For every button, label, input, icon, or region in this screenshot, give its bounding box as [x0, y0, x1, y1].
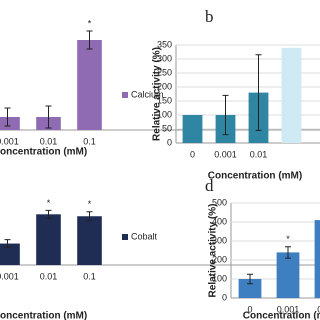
significance: *: [88, 18, 92, 28]
x-tick-label: 0.001: [0, 271, 19, 281]
x-tick-label: 0.1: [83, 271, 96, 281]
x-tick-label: 0.01: [40, 271, 58, 281]
y-tick-label: 50: [162, 123, 172, 133]
y-tick-label: 200: [157, 81, 172, 91]
x-tick-label: 0.01: [317, 304, 320, 314]
bar: [182, 115, 203, 143]
y-tick-label: 300: [157, 53, 172, 63]
legend-swatch: [122, 234, 128, 240]
x-axis-label: Concentration (mM): [0, 311, 87, 320]
bar: [276, 252, 300, 298]
error-bar: [247, 273, 253, 285]
x-tick-label: 0.01: [250, 149, 268, 159]
y-tick-label: 250: [157, 67, 172, 77]
x-tick-label: 0: [190, 149, 195, 159]
error-bar: [4, 107, 11, 127]
y-tick-label: 500: [212, 197, 227, 207]
error-bar: [285, 246, 291, 259]
y-tick-label: 300: [212, 235, 227, 245]
error-bar: [4, 239, 11, 248]
bar: [0, 117, 20, 130]
bar: [281, 47, 302, 143]
panel-label: b: [205, 7, 214, 26]
legend-label: Calcium: [131, 89, 164, 99]
x-axis-label: Concentration (mM): [208, 171, 302, 182]
x-tick-label: 0.01: [40, 136, 58, 146]
y-tick-label: 0: [167, 137, 172, 147]
significance: *: [88, 199, 92, 209]
x-tick-label: 0.001: [0, 136, 19, 146]
legend-swatch: [122, 92, 128, 98]
bar: [77, 40, 102, 130]
legend-label: Cobalt: [131, 231, 158, 241]
y-tick-label: 200: [212, 254, 227, 264]
panel-label: d: [205, 176, 214, 195]
y-tick-label: 100: [157, 109, 172, 119]
error-bar: [222, 94, 229, 136]
y-axis-label: Relative activity (%): [208, 204, 219, 298]
bar: [77, 216, 102, 265]
y-tick-label: 100: [212, 273, 227, 283]
error-bar: [86, 30, 93, 50]
x-tick-label: 0: [247, 304, 252, 314]
error-bar: [255, 54, 262, 131]
y-tick-label: 400: [212, 216, 227, 226]
significance: *: [47, 198, 51, 208]
y-axis-label: Relative activity (%): [152, 47, 163, 141]
y-tick-label: 350: [157, 39, 172, 49]
significance: *: [286, 234, 290, 244]
bar: [0, 243, 20, 265]
x-tick-label: 0.001: [277, 304, 300, 314]
bar: [36, 214, 61, 265]
x-tick-label: 0.001: [214, 149, 237, 159]
error-bar: [45, 105, 52, 129]
y-tick-label: 0: [222, 292, 227, 302]
error-bar: [45, 209, 52, 219]
bar: [238, 279, 262, 298]
y-tick-label: 150: [157, 95, 172, 105]
x-axis-label: Concentration (mM): [243, 311, 320, 320]
x-axis-label: Concentration (mM): [0, 147, 87, 158]
x-tick-label: 0.1: [83, 136, 96, 146]
bar: [314, 220, 320, 298]
error-bar: [86, 211, 93, 222]
